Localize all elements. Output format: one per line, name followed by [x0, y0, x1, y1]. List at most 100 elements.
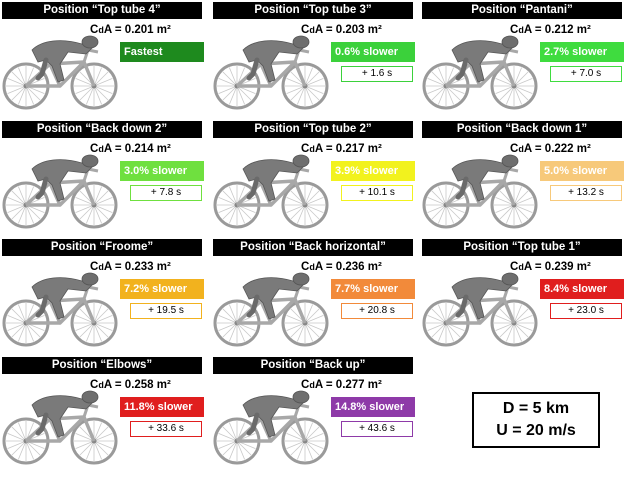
position-title: Position “Back down 1”	[422, 121, 622, 138]
cda-unit: m²	[573, 143, 591, 155]
position-panel: Position “Top tube 3” CdA = 0.203 m² 0.6% …	[213, 2, 415, 114]
cda-unit: m²	[573, 24, 591, 36]
slowdown-badge: 3.9% slower	[331, 161, 415, 181]
cda-number: 0.258	[124, 379, 154, 391]
position-panel: Position “Pantani” CdA = 0.212 m² 2.7% slo…	[422, 2, 624, 114]
cda-symbol-d: d	[309, 262, 315, 272]
cda-value: CdA = 0.236 m²	[301, 261, 382, 273]
distance-label: D = 5 km	[502, 400, 570, 417]
position-panel: Position “Froome” CdA = 0.233 m² 7.2% slow…	[2, 239, 204, 351]
time-penalty: + 7.0 s	[550, 66, 622, 82]
position-panel: Position “Back down 2” CdA = 0.214 m² 3.0%…	[2, 121, 204, 233]
cda-symbol-d: d	[98, 144, 104, 154]
position-panel: Position “Top tube 2” CdA = 0.217 m² 3.9% …	[213, 121, 415, 233]
position-title: Position “Back down 2”	[2, 121, 202, 138]
cda-symbol-a: A =	[103, 261, 125, 273]
cda-value: CdA = 0.258 m²	[90, 379, 171, 391]
cda-unit: m²	[364, 143, 382, 155]
position-title: Position “Pantani”	[422, 2, 622, 19]
cda-symbol-c: C	[510, 24, 519, 36]
slowdown-badge: 3.0% slower	[120, 161, 204, 181]
cyclist-illustration	[2, 375, 120, 467]
cda-unit: m²	[153, 143, 171, 155]
cyclist-illustration	[213, 139, 331, 231]
cda-symbol-d: d	[309, 25, 315, 35]
time-penalty: + 13.2 s	[550, 185, 622, 201]
cda-symbol-c: C	[301, 379, 310, 391]
cda-value: CdA = 0.239 m²	[510, 261, 591, 273]
cda-symbol-d: d	[518, 262, 524, 272]
cda-symbol-c: C	[90, 24, 99, 36]
cyclist-illustration	[422, 257, 540, 349]
position-title: Position “Froome”	[2, 239, 202, 256]
slowdown-badge: 11.8% slower	[120, 397, 204, 417]
cda-unit: m²	[153, 261, 171, 273]
cyclist-illustration	[2, 139, 120, 231]
cda-symbol-c: C	[90, 143, 99, 155]
cda-symbol-d: d	[98, 380, 104, 390]
cda-number: 0.222	[544, 143, 574, 155]
cda-value: CdA = 0.212 m²	[510, 24, 591, 36]
cda-value: CdA = 0.233 m²	[90, 261, 171, 273]
cyclist-illustration	[213, 20, 331, 112]
cda-symbol-a: A =	[314, 24, 336, 36]
cda-symbol-d: d	[98, 25, 104, 35]
cda-value: CdA = 0.217 m²	[301, 143, 382, 155]
cda-symbol-a: A =	[523, 143, 545, 155]
cda-value: CdA = 0.214 m²	[90, 143, 171, 155]
cda-number: 0.233	[124, 261, 154, 273]
cda-symbol-c: C	[510, 143, 519, 155]
time-penalty: + 23.0 s	[550, 303, 622, 319]
slowdown-badge: 7.7% slower	[331, 279, 415, 299]
position-title: Position “Top tube 2”	[213, 121, 413, 138]
cda-symbol-a: A =	[103, 379, 125, 391]
cda-unit: m²	[153, 24, 171, 36]
slowdown-badge: 0.6% slower	[331, 42, 415, 62]
time-penalty: + 10.1 s	[341, 185, 413, 201]
cda-value: CdA = 0.277 m²	[301, 379, 382, 391]
cda-symbol-c: C	[301, 24, 310, 36]
cda-symbol-a: A =	[103, 143, 125, 155]
time-penalty: + 33.6 s	[130, 421, 202, 437]
cyclist-illustration	[2, 20, 120, 112]
cda-unit: m²	[573, 261, 591, 273]
time-penalty: + 1.6 s	[341, 66, 413, 82]
cyclist-illustration	[2, 257, 120, 349]
cda-symbol-a: A =	[103, 24, 125, 36]
cda-symbol-d: d	[98, 262, 104, 272]
cda-value: CdA = 0.201 m²	[90, 24, 171, 36]
cda-number: 0.217	[335, 143, 365, 155]
position-title: Position “Back up”	[213, 357, 413, 374]
cda-symbol-a: A =	[314, 261, 336, 273]
slowdown-badge: 2.7% slower	[540, 42, 624, 62]
cda-symbol-a: A =	[523, 261, 545, 273]
position-title: Position “Back horizontal”	[213, 239, 413, 256]
cda-symbol-c: C	[301, 261, 310, 273]
position-title: Position “Top tube 1”	[422, 239, 622, 256]
cda-symbol-d: d	[309, 380, 315, 390]
cda-symbol-d: d	[518, 25, 524, 35]
time-penalty: + 43.6 s	[341, 421, 413, 437]
slowdown-badge: 5.0% slower	[540, 161, 624, 181]
time-penalty: + 20.8 s	[341, 303, 413, 319]
slowdown-badge: 8.4% slower	[540, 279, 624, 299]
position-panel: Position “Back down 1” CdA = 0.222 m² 5.0%…	[422, 121, 624, 233]
conditions-legend: D = 5 km U = 20 m/s	[472, 392, 600, 448]
cda-unit: m²	[364, 24, 382, 36]
slowdown-badge: 7.2% slower	[120, 279, 204, 299]
cda-unit: m²	[364, 379, 382, 391]
cyclist-illustration	[422, 139, 540, 231]
cda-number: 0.212	[544, 24, 574, 36]
position-panel: Position “Top tube 4” CdA = 0.201 m² Faste…	[2, 2, 204, 114]
cyclist-illustration	[422, 20, 540, 112]
speed-label: U = 20 m/s	[496, 422, 576, 439]
cda-number: 0.236	[335, 261, 365, 273]
time-penalty: + 7.8 s	[130, 185, 202, 201]
time-penalty: + 19.5 s	[130, 303, 202, 319]
position-panel: Position “Elbows” CdA = 0.258 m² 11.8% slo…	[2, 357, 204, 469]
cda-number: 0.203	[335, 24, 365, 36]
cda-symbol-d: d	[518, 144, 524, 154]
cda-number: 0.214	[124, 143, 154, 155]
cda-unit: m²	[364, 261, 382, 273]
cda-symbol-d: d	[309, 144, 315, 154]
